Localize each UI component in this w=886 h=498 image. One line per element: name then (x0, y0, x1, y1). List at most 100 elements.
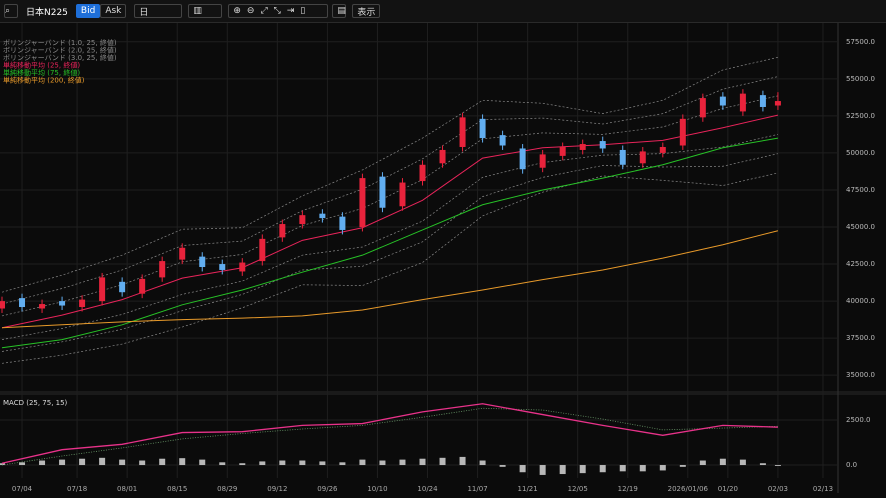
y-tick-label: 55000.0 (846, 75, 875, 83)
macd-bar (99, 457, 106, 466)
x-tick-label: 07/18 (67, 485, 87, 493)
macd-bar (0, 463, 6, 466)
candle-body (59, 301, 66, 306)
candle-body (739, 93, 746, 112)
legend-entry: ボリンジャーバンド (2.0, 25, 終値) (3, 46, 117, 55)
macd-bar (19, 462, 26, 466)
view-button[interactable]: 表示 (352, 4, 381, 18)
macd-bar (659, 465, 666, 471)
bid-button[interactable]: Bid (75, 4, 101, 18)
macd-bar (499, 465, 506, 467)
band-line (1, 95, 779, 317)
candle-body (399, 182, 406, 207)
macd-bar (419, 458, 426, 466)
macd-bar (774, 465, 781, 466)
macd-bar (379, 460, 386, 466)
x-tick-label: 09/26 (317, 485, 338, 493)
period-select[interactable]: 日 (134, 4, 183, 18)
candle-body (119, 281, 126, 293)
x-tick-label: 02/03 (768, 485, 788, 493)
macd-bar (619, 465, 626, 472)
zoom-tools[interactable]: ⊕⊖⤢⤡⇥▯ (228, 4, 329, 18)
x-tick-label: 08/15 (167, 485, 187, 493)
candle-body (539, 154, 546, 168)
y-tick-label: 57500.0 (846, 38, 875, 46)
macd-bar (699, 460, 706, 466)
candle-body (299, 215, 306, 225)
candle-body (279, 224, 286, 238)
legend-entry: 単純移動平均 (75, 終値) (3, 68, 80, 77)
y-tick-label: 47500.0 (846, 186, 875, 194)
chart-type[interactable]: ▥ (188, 4, 223, 18)
candle-body (759, 95, 766, 107)
candle-body (259, 238, 266, 262)
candle-body (0, 301, 6, 309)
legend-entry: ボリンジャーバンド (1.0, 25, 終値) (3, 38, 117, 47)
candle-body (499, 135, 506, 146)
candle-body (439, 149, 446, 164)
macd-bar (559, 465, 566, 475)
candle-body (599, 141, 606, 149)
band-line (1, 153, 779, 352)
legend-entry: 単純移動平均 (25, 終値) (3, 61, 80, 70)
symbol[interactable]: 日本N225 (26, 7, 68, 18)
x-tick-label: 08/01 (117, 485, 137, 493)
signal-line (1, 407, 778, 466)
macd-bar (599, 465, 606, 473)
candle-body (419, 164, 426, 182)
macd-bar (359, 459, 366, 466)
candle-body (719, 96, 726, 106)
macd-bar (299, 460, 306, 466)
macd-bar (159, 458, 166, 466)
macd-bar (219, 462, 226, 466)
candle-body (159, 261, 166, 278)
macd-bar (719, 458, 726, 466)
candle-body (139, 278, 146, 294)
x-tick-label: 12/19 (618, 485, 638, 493)
chart: 07/04 07/18 08/01 08/15 08/29 09/12 09/26 10/10… (0, 23, 886, 493)
x-tick-label: 11/21 (518, 485, 538, 493)
candle-body (79, 299, 86, 308)
band-line (1, 56, 779, 293)
candle-body (619, 149, 626, 165)
pane-title: MACD (25, 75, 15) (3, 399, 68, 407)
macd-bar (639, 465, 646, 472)
macd-bar (739, 459, 746, 466)
doc-tool[interactable]: ▤ (332, 4, 347, 18)
candle-body (239, 262, 246, 272)
x-tick-label: 08/29 (217, 485, 237, 493)
candle-body (359, 178, 366, 228)
search[interactable]: ⌕ (4, 4, 18, 18)
legend-entry: 単純移動平均 (200, 終値) (3, 76, 85, 85)
macd-line (1, 403, 778, 464)
macd-bar (479, 460, 486, 466)
macd-bar (39, 460, 46, 466)
x-tick-label: 12/05 (568, 485, 588, 493)
toolbar: ⌕ 日本N225 Bid Ask 日 ▥ ⊕⊖⤢⤡⇥▯ ▤ 表示 (0, 0, 886, 23)
macd-bar (759, 463, 766, 466)
macd-bar (199, 459, 206, 466)
band-line (1, 134, 779, 340)
macd-bar (679, 465, 686, 467)
x-tick-label: 09/12 (267, 485, 287, 493)
macd-bar (79, 458, 86, 466)
macd-bar (119, 459, 126, 466)
macd-bar (439, 457, 446, 466)
candle-body (99, 277, 106, 302)
macd-bar (519, 465, 526, 473)
macd-bar (259, 461, 266, 466)
candle-body (659, 146, 666, 153)
candle-body (679, 118, 686, 146)
macd-bar (179, 458, 186, 466)
ma-line (1, 137, 779, 349)
candle-body (319, 213, 326, 219)
y-tick-label: 45000.0 (846, 223, 875, 231)
macd-bar (459, 456, 466, 466)
ask-button[interactable]: Ask (100, 4, 127, 18)
macd-bar (239, 463, 246, 466)
candle-body (579, 144, 586, 150)
macd-bar (319, 461, 326, 466)
x-tick-label: 01/20 (718, 485, 738, 493)
macd-bar (279, 460, 286, 466)
